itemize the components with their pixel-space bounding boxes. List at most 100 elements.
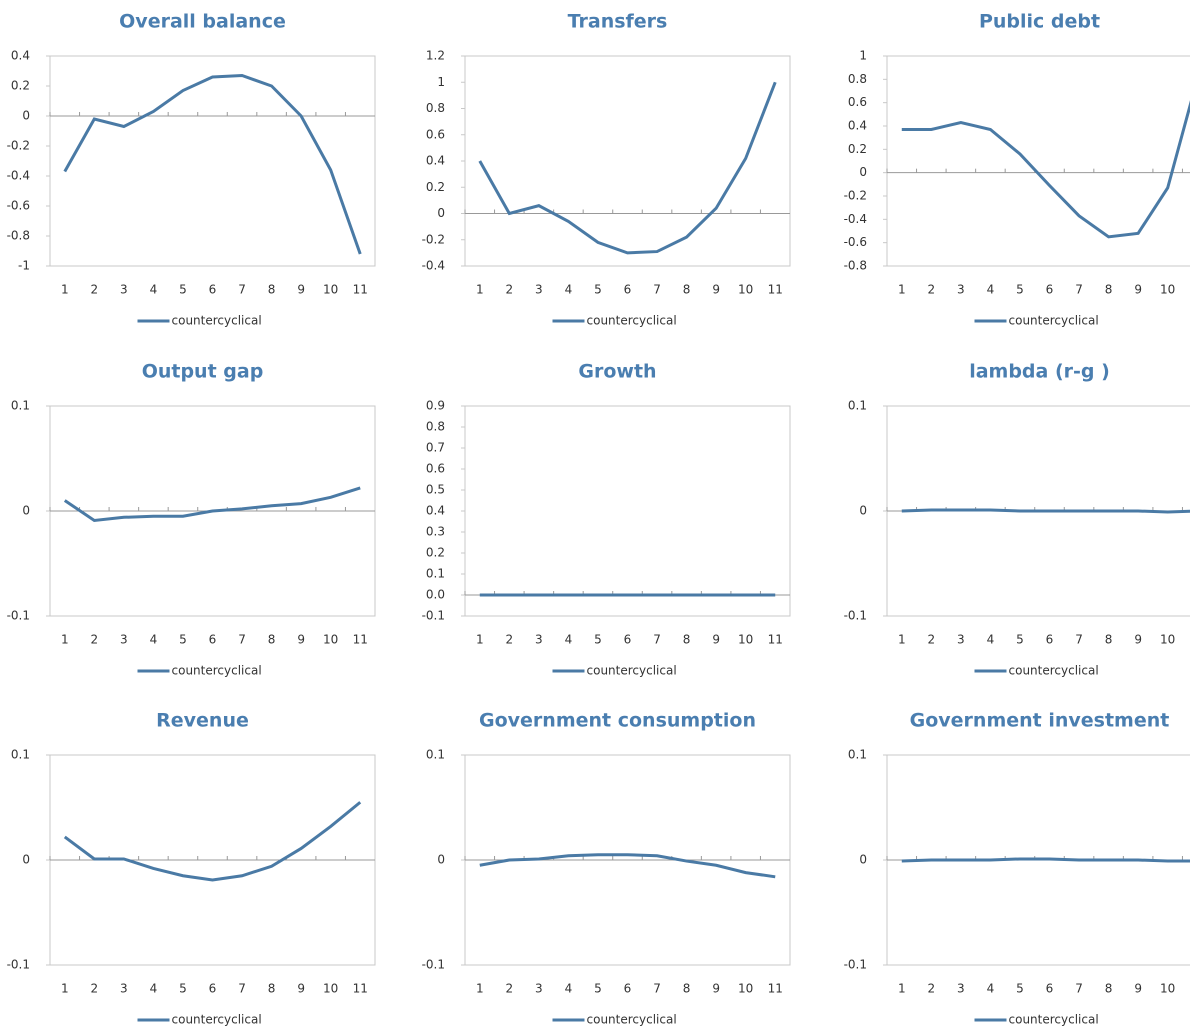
y-tick-label: -0.8 <box>844 259 867 273</box>
y-tick-label: -0.4 <box>844 212 867 226</box>
chart-panel: Growth -0.1 0.0 0.1 0.2 0.3 0.4 0.5 0.6 0.7 0.8 0.9… <box>422 361 791 678</box>
chart-title: Government consumption <box>479 710 756 732</box>
x-tick-label: 3 <box>120 982 128 996</box>
x-tick-label: 1 <box>476 633 484 647</box>
x-tick-label: 9 <box>1134 633 1142 647</box>
y-tick-label: 0 <box>22 853 30 867</box>
x-tick-label: 10 <box>738 633 753 647</box>
y-tick-label: -0.4 <box>7 169 30 183</box>
x-tick-label: 9 <box>297 982 305 996</box>
legend-label: countercyclical <box>587 1013 677 1027</box>
chart-title: Public debt <box>979 11 1100 33</box>
chart-title: Revenue <box>156 710 249 732</box>
legend-label: countercyclical <box>172 664 262 678</box>
y-tick-label: 0.8 <box>848 72 867 86</box>
x-tick-label: 5 <box>179 283 187 297</box>
data-line <box>901 508 1190 514</box>
x-tick-label: 5 <box>594 633 602 647</box>
y-tick-label: 0.2 <box>11 79 30 93</box>
x-tick-label: 8 <box>268 633 276 647</box>
y-tick-label: 0.5 <box>426 483 445 497</box>
chart-panel: Output gap -0.1 0 0.1 1 2 3 4 5 6 7 8 9 10 11 countercy… <box>7 361 376 678</box>
chart-panel: Government investment -0.1 0 0.1 1 2 3 4 5 6 7 8 9 10… <box>844 710 1190 1027</box>
x-tick-label: 10 <box>1160 982 1175 996</box>
plot-frame <box>464 55 791 267</box>
chart-panel: Transfers -0.4 -0.2 0 0.2 0.4 0.6 0.8 1 1.2 1 2 3 4 5 6… <box>422 11 791 328</box>
chart-title: Output gap <box>142 361 264 383</box>
x-tick-label: 3 <box>535 982 543 996</box>
data-line <box>63 73 362 255</box>
x-tick-label: 1 <box>898 982 906 996</box>
data-line <box>901 100 1190 239</box>
x-tick-label: 4 <box>565 633 573 647</box>
x-tick-label: 4 <box>150 283 158 297</box>
data-line <box>63 486 361 522</box>
y-tick-label: 0 <box>859 504 867 518</box>
x-tick-label: 3 <box>957 982 965 996</box>
x-tick-label: 9 <box>1134 283 1142 297</box>
legend-label: countercyclical <box>1009 664 1099 678</box>
x-tick-label: 1 <box>898 283 906 297</box>
x-tick-label: 7 <box>653 982 661 996</box>
x-tick-label: 10 <box>323 283 338 297</box>
y-tick-label: -0.2 <box>7 139 30 153</box>
chart-panel: Public debt -0.8 -0.6 -0.4 -0.2 0 0.2 0.4 0.6 0.8… <box>844 11 1190 328</box>
x-tick-label: 6 <box>1046 633 1054 647</box>
y-tick-label: 0.2 <box>426 180 445 194</box>
y-tick-label: 0.6 <box>426 462 445 476</box>
x-tick-label: 1 <box>898 633 906 647</box>
x-tick-label: 1 <box>61 982 69 996</box>
y-tick-label: 0 <box>22 504 30 518</box>
y-tick-label: 0.4 <box>426 504 445 518</box>
x-tick-label: 7 <box>1075 633 1083 647</box>
x-tick-label: 10 <box>738 283 753 297</box>
x-tick-label: 1 <box>476 982 484 996</box>
x-tick-label: 3 <box>957 283 965 297</box>
x-tick-label: 11 <box>353 633 368 647</box>
plot-frame <box>886 55 1190 267</box>
x-tick-label: 4 <box>987 982 995 996</box>
y-tick-label: 0.1 <box>426 567 445 581</box>
x-tick-label: 5 <box>1016 633 1024 647</box>
x-tick-label: 7 <box>1075 982 1083 996</box>
x-tick-label: 4 <box>150 982 158 996</box>
y-tick-label: 0.3 <box>426 525 445 539</box>
x-tick-label: 8 <box>1105 982 1113 996</box>
x-tick-label: 6 <box>209 633 217 647</box>
y-tick-label: 0.8 <box>426 101 445 115</box>
y-tick-label: 0.8 <box>426 420 445 434</box>
x-tick-label: 3 <box>535 633 543 647</box>
x-tick-label: 7 <box>653 633 661 647</box>
x-tick-label: 6 <box>209 982 217 996</box>
x-tick-label: 11 <box>353 982 368 996</box>
x-tick-label: 7 <box>653 283 661 297</box>
x-tick-label: 1 <box>476 283 484 297</box>
x-tick-label: 5 <box>594 283 602 297</box>
x-tick-label: 10 <box>323 982 338 996</box>
y-tick-label: -0.1 <box>7 609 30 623</box>
y-tick-label: 1 <box>859 49 867 63</box>
x-tick-label: 2 <box>505 633 513 647</box>
y-tick-label: 0 <box>437 206 445 220</box>
x-tick-label: 7 <box>238 982 246 996</box>
data-line <box>478 81 777 255</box>
x-tick-label: 2 <box>927 633 935 647</box>
y-tick-label: -1 <box>18 259 30 273</box>
y-tick-label: 0 <box>22 109 30 123</box>
x-tick-label: 8 <box>683 982 691 996</box>
y-tick-label: 0.9 <box>426 399 445 413</box>
chart-title: Transfers <box>568 11 668 33</box>
x-tick-label: 2 <box>90 283 98 297</box>
y-tick-label: 0.4 <box>11 49 30 63</box>
x-tick-label: 1 <box>61 633 69 647</box>
y-tick-label: 0 <box>859 853 867 867</box>
y-tick-label: 0.6 <box>426 127 445 141</box>
y-tick-label: 1.2 <box>426 49 445 63</box>
y-tick-label: -0.1 <box>7 958 30 972</box>
y-tick-label: -0.6 <box>844 235 867 249</box>
y-tick-label: -0.2 <box>422 232 445 246</box>
y-tick-label: -0.8 <box>7 229 30 243</box>
y-tick-label: 1 <box>437 75 445 89</box>
